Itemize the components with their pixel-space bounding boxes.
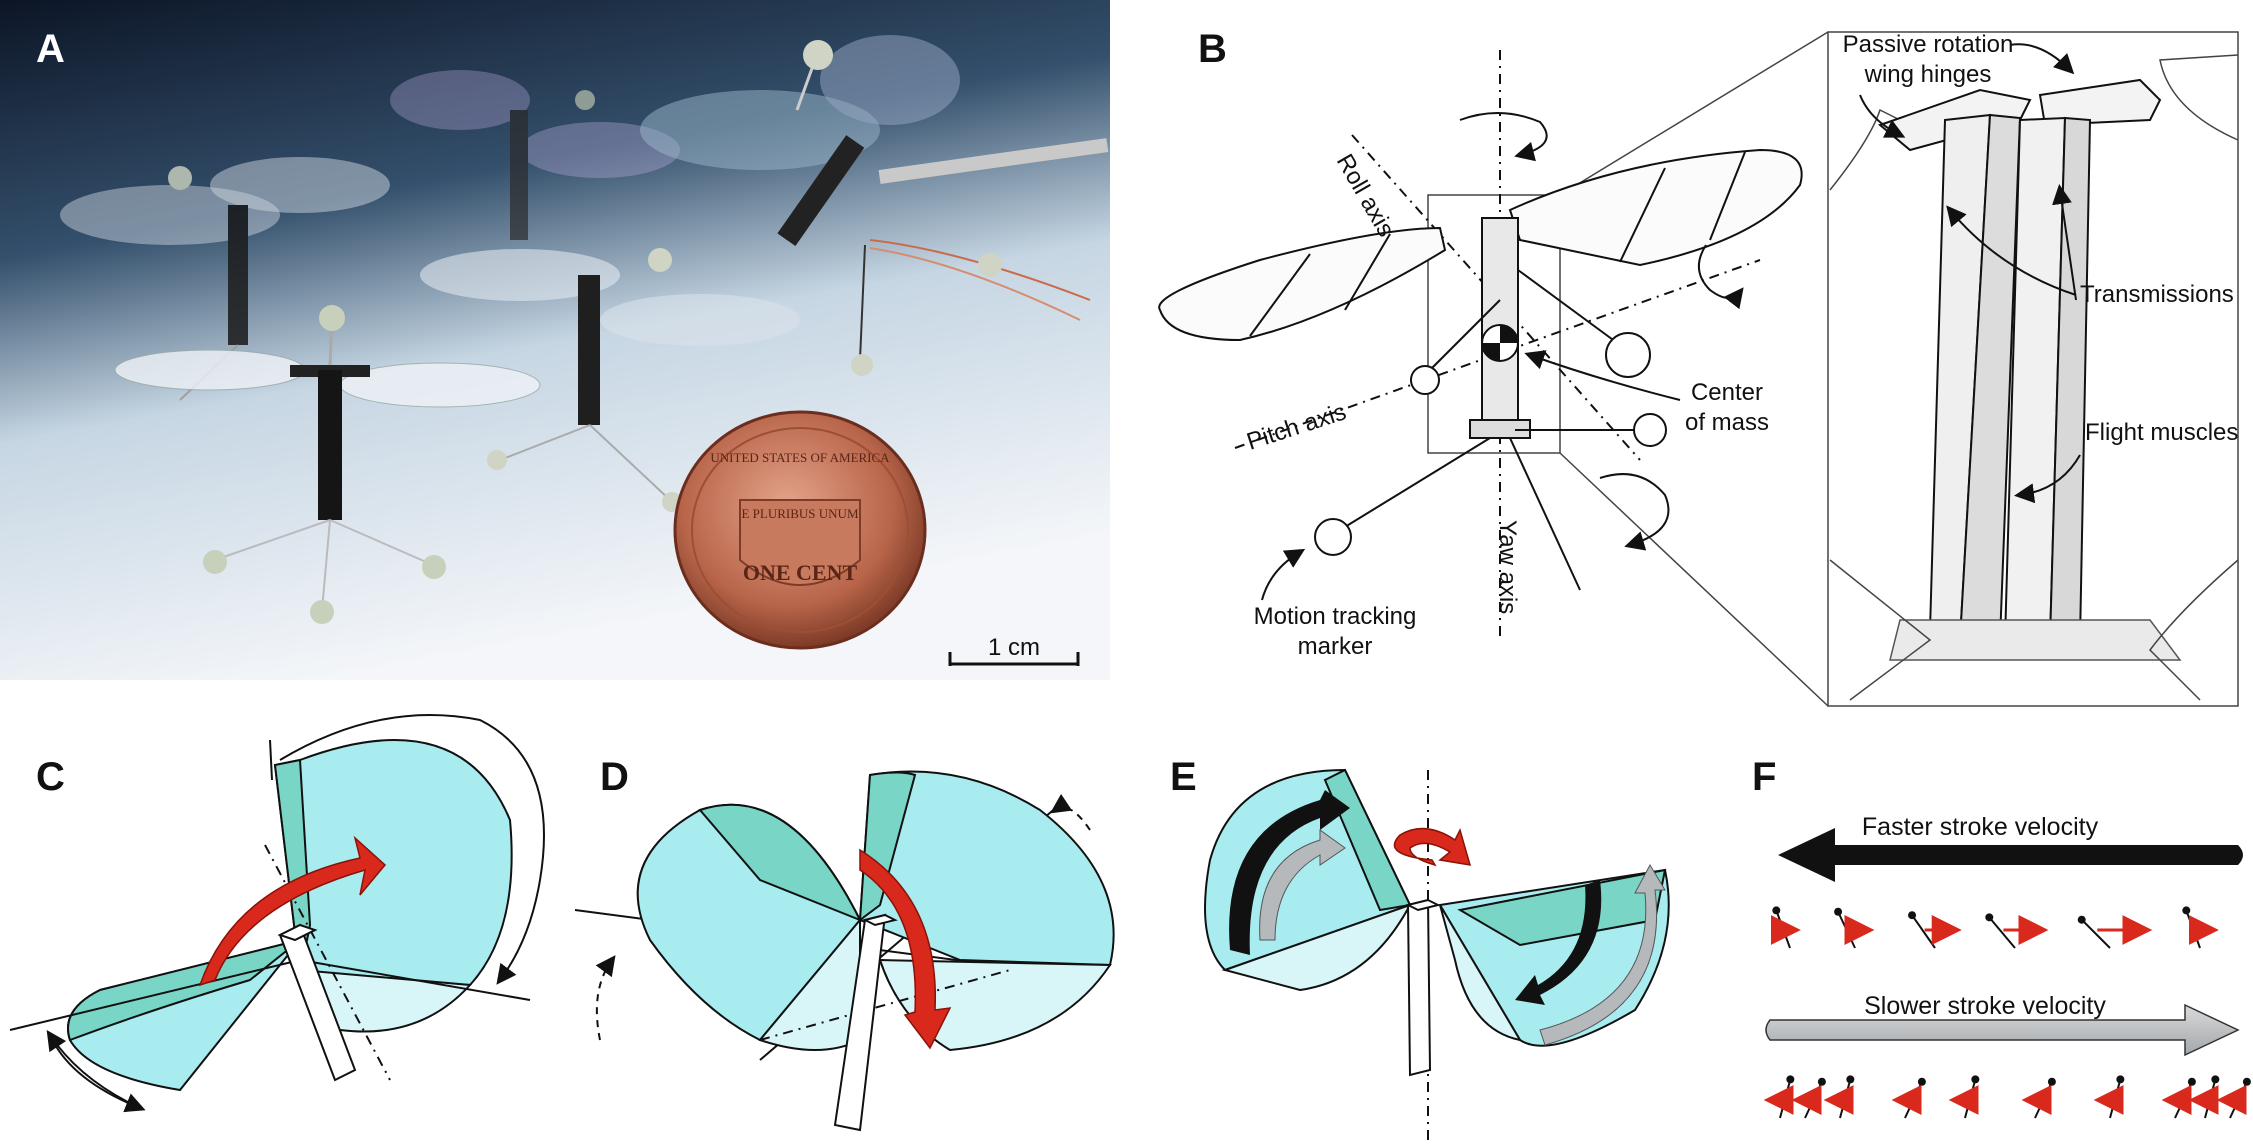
yaw-rotation-arrow-icon (1459, 112, 1548, 162)
fast-stroke-arrow-icon (1229, 790, 1350, 955)
marker-ball-3 (1633, 413, 1667, 447)
fast-wing-marker-4 (2077, 915, 2153, 949)
panel-c: C (9, 714, 545, 1113)
flight-muscles-label: Flight muscles (2085, 419, 2238, 446)
fast-wing-marker-5 (2182, 906, 2219, 949)
slow-wing-marker-3 (1891, 1077, 1926, 1119)
transmissions-label: Transmissions (2080, 281, 2234, 308)
panel-f: F Faster stroke velocity Slower stroke v… (1752, 755, 2251, 1119)
robobee-5 (114, 305, 541, 624)
marker-ball-2 (1410, 365, 1440, 395)
panel-label-e: E (1170, 755, 1197, 799)
robobee-4 (420, 248, 800, 512)
panel-d: D (574, 755, 1115, 1132)
coin-bottom-text: ONE CENT (743, 560, 858, 585)
panel-label-a: A (36, 27, 65, 71)
panel-a: UNITED STATES OF AMERICA E PLURIBUS UNUM… (0, 0, 1110, 680)
coin-top-text: UNITED STATES OF AMERICA (710, 450, 890, 465)
motion-marker-label-1: Motion tracking (1254, 603, 1417, 630)
fast-wing-marker-2 (1908, 911, 1962, 949)
stroke-direction-arrow-icon (279, 714, 545, 985)
center-of-mass-icon (1481, 324, 1519, 362)
hinges-label-1: Passive rotation (1843, 31, 2014, 58)
inset-detail (1829, 54, 2239, 701)
slow-wing-marker-9 (2216, 1077, 2251, 1119)
slow-wing-marker-2 (1823, 1075, 1855, 1119)
fast-wing-marker-1 (1834, 907, 1875, 949)
slow-wing-markers (1763, 1075, 2251, 1119)
fast-wing-marker-0 (1770, 906, 1801, 949)
panel-label-d: D (600, 755, 629, 799)
right-wing (1508, 148, 1803, 267)
robobee-2 (390, 70, 680, 240)
wing-upper (273, 739, 513, 987)
slow-wing-marker-6 (2093, 1075, 2125, 1119)
yaw-axis-label: Yaw axis (1494, 520, 1521, 614)
wing-right (858, 770, 1115, 967)
slow-wing-marker-4 (1948, 1075, 1980, 1119)
left-wing (1158, 226, 1447, 342)
fast-wing-marker-3 (1985, 913, 2049, 949)
coin-banner-text: E PLURIBUS UNUM (741, 506, 858, 521)
robobee-3 (640, 35, 1109, 376)
red-torque-arrow-icon-d (859, 848, 952, 1050)
center-of-mass-label-2: of mass (1685, 409, 1769, 436)
panel-e: E (1170, 755, 1670, 1140)
roll-axis-label: Roll axis (1331, 150, 1400, 242)
fast-wing-markers (1770, 906, 2219, 949)
panel-label-c: C (36, 755, 65, 799)
slower-stroke-label: Slower stroke velocity (1864, 992, 2106, 1020)
pitch-axis-label: Pitch axis (1244, 398, 1350, 455)
robot-body (1481, 217, 1519, 429)
pitch-rotation-arrow-icon (1698, 244, 1744, 310)
slow-wing-marker-8 (2188, 1075, 2220, 1119)
inset-frame (1827, 31, 2239, 707)
red-torque-arrow-icon-e (1393, 827, 1472, 867)
hinges-label-2: wing hinges (1864, 61, 1992, 88)
motion-marker-label-2: marker (1298, 633, 1373, 660)
slow-wing-marker-5 (2021, 1077, 2056, 1119)
roll-rotation-arrow-icon (1599, 473, 1670, 551)
panel-label-f: F (1752, 755, 1776, 799)
scale-bar: 1 cm (948, 634, 1080, 666)
robobee-1 (60, 157, 390, 401)
center-of-mass-label-1: Center (1691, 379, 1763, 406)
zoom-box (1427, 194, 1561, 454)
faster-stroke-arrow-icon (1778, 828, 2243, 882)
marker-ball-1 (1314, 518, 1352, 556)
slow-wing-marker-0 (1763, 1075, 1795, 1119)
marker-ball-4 (1605, 332, 1651, 378)
panel-b: B (1158, 27, 2239, 707)
slow-wing-marker-7 (2161, 1077, 2196, 1119)
faster-stroke-label: Faster stroke velocity (1862, 813, 2099, 841)
slow-wing-marker-1 (1791, 1077, 1826, 1119)
slower-stroke-arrow-icon (1765, 1003, 2240, 1057)
red-torque-arrow-icon (198, 835, 387, 987)
pitch-axis-line (1234, 259, 1761, 449)
scale-bar-label: 1 cm (988, 634, 1040, 661)
panel-label-b: B (1198, 27, 1227, 71)
penny-coin: UNITED STATES OF AMERICA E PLURIBUS UNUM… (673, 410, 927, 650)
